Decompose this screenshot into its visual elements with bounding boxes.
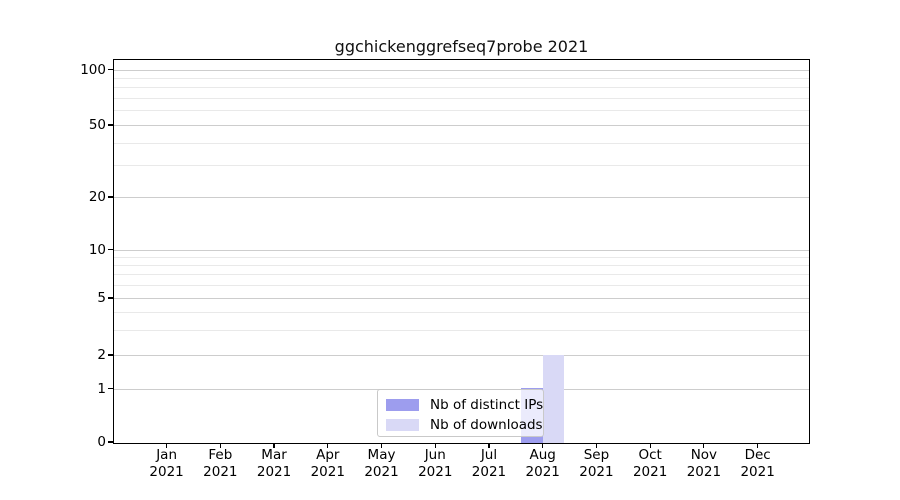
minor-gridline — [114, 265, 809, 267]
x-tick-label-year: 2021 — [632, 464, 668, 480]
y-tick-label: 10 — [88, 241, 106, 258]
legend: Nb of distinct IPs Nb of downloads — [377, 389, 544, 437]
x-tick-label-month: May — [367, 447, 396, 463]
x-axis-tick — [488, 443, 490, 448]
minor-gridline — [114, 256, 809, 258]
x-axis-tick — [595, 443, 598, 448]
x-axis-tick — [542, 443, 544, 448]
bar-downloads — [542, 354, 565, 443]
y-tick-label: 0 — [97, 434, 106, 450]
x-tick-label-year: 2021 — [579, 464, 614, 480]
x-tick-label: May 2021 — [352, 447, 412, 481]
major-gridline — [114, 125, 809, 126]
x-tick-label-year: 2021 — [149, 464, 184, 480]
y-axis-tick — [108, 297, 113, 299]
y-tick-label: 20 — [88, 189, 106, 205]
x-tick-label: Mar 2021 — [244, 447, 304, 481]
x-tick-label-year: 2021 — [740, 464, 775, 480]
minor-gridline — [114, 165, 809, 167]
x-tick-label: Aug 2021 — [513, 447, 573, 481]
y-axis-tick — [108, 354, 113, 356]
legend-item-downloads: Nb of downloads — [386, 416, 543, 433]
x-tick-label-month: Nov — [690, 447, 718, 463]
y-tick-label: 100 — [80, 61, 106, 78]
x-tick-label-month: Apr — [316, 447, 340, 463]
x-axis-tick — [649, 443, 651, 448]
x-axis-tick — [703, 443, 705, 448]
chart-title: ggchickenggrefseq7probe 2021 — [334, 37, 589, 56]
x-tick-label: Apr 2021 — [298, 447, 358, 481]
y-axis-tick — [108, 387, 113, 390]
minor-gridline — [114, 311, 809, 313]
x-tick-label-month: Jul — [480, 447, 498, 463]
x-tick-label-month: Jun — [424, 447, 446, 463]
y-axis-tick — [108, 196, 113, 198]
x-tick-label: Oct 2021 — [620, 447, 680, 481]
y-axis-tick — [108, 68, 113, 71]
x-tick-label-month: Oct — [638, 447, 662, 463]
legend-item-distinct-ips: Nb of distinct IPs — [386, 396, 543, 413]
plot-area: Nb of distinct IPs Nb of downloads — [113, 59, 810, 444]
x-tick-label-month: Feb — [208, 447, 233, 463]
y-tick-label: 5 — [97, 290, 106, 306]
y-tick-label: 1 — [97, 380, 106, 397]
x-tick-label: Jul 2021 — [459, 447, 519, 481]
major-gridline — [114, 355, 809, 356]
x-tick-label-month: Dec — [744, 447, 771, 463]
major-gridline — [114, 69, 809, 71]
x-axis-tick — [434, 443, 436, 448]
x-tick-label: Dec 2021 — [728, 447, 788, 481]
y-axis-tick — [108, 124, 113, 126]
minor-gridline — [114, 110, 809, 112]
x-tick-label-month: Sep — [583, 447, 610, 463]
x-tick-label: Jan 2021 — [137, 447, 197, 481]
y-axis-tick — [108, 441, 113, 443]
legend-label-downloads: Nb of downloads — [430, 416, 543, 433]
x-tick-label: Sep 2021 — [566, 447, 626, 481]
x-tick-label-year: 2021 — [525, 464, 560, 480]
y-tick-label: 50 — [88, 117, 106, 133]
x-tick-label-month: Jan — [156, 447, 177, 463]
y-tick-label: 2 — [97, 347, 106, 363]
x-axis-tick — [219, 443, 221, 448]
minor-gridline — [114, 98, 809, 100]
legend-swatch-downloads-icon — [386, 418, 419, 431]
minor-gridline — [114, 77, 809, 79]
x-tick-label: Nov 2021 — [674, 447, 734, 481]
x-axis-tick — [166, 443, 168, 448]
x-tick-label-year: 2021 — [310, 464, 345, 480]
y-axis-tick — [108, 248, 113, 251]
x-tick-label-year: 2021 — [418, 464, 453, 480]
x-tick-label: Jun 2021 — [405, 447, 465, 481]
minor-gridline — [114, 87, 809, 89]
x-tick-label-year: 2021 — [256, 464, 292, 480]
x-tick-label: Feb 2021 — [190, 447, 250, 481]
x-axis-tick — [757, 443, 759, 448]
minor-gridline — [114, 142, 809, 144]
legend-label-distinct-ips: Nb of distinct IPs — [430, 396, 544, 413]
major-gridline — [114, 197, 809, 198]
x-axis-tick — [273, 443, 275, 448]
x-tick-label-year: 2021 — [686, 464, 722, 480]
x-tick-label-year: 2021 — [364, 464, 399, 480]
minor-gridline — [114, 285, 809, 287]
x-tick-label-year: 2021 — [471, 464, 507, 480]
x-tick-label-month: Aug — [529, 447, 556, 463]
x-tick-label-year: 2021 — [203, 464, 238, 480]
x-axis-tick — [327, 443, 329, 448]
major-gridline — [114, 249, 809, 251]
legend-swatch-distinct-ips-icon — [386, 398, 419, 411]
minor-gridline — [114, 329, 809, 331]
x-axis-tick — [380, 443, 383, 448]
major-gridline — [114, 298, 809, 299]
x-tick-label-month: Mar — [261, 447, 287, 463]
minor-gridline — [114, 274, 809, 276]
